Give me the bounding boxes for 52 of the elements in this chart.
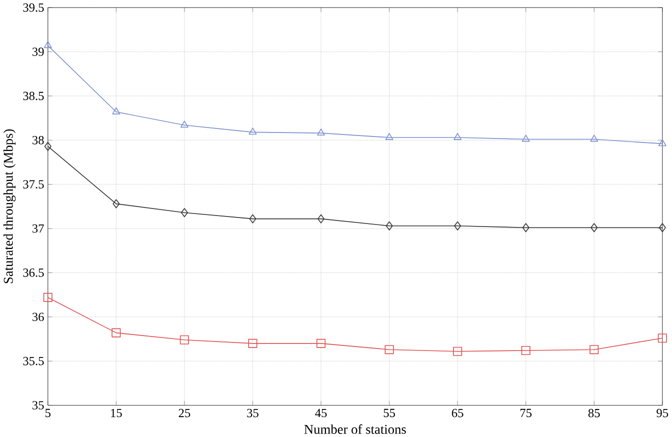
x-tick-label: 85 [588,408,600,418]
point [248,128,257,135]
point [43,292,52,302]
point [386,221,393,230]
point [249,214,256,224]
y-tick-label: 37 [32,224,44,233]
point [521,346,530,355]
point [453,346,462,356]
point [112,199,120,208]
x-axis-title: Number of stations [304,424,406,434]
x-tick-label: 55 [384,408,395,417]
y-tick-label: 35.5 [23,356,44,366]
x-tick-label: 15 [111,408,122,418]
point [522,134,530,142]
x-tick-label: 5 [46,408,50,417]
point [44,142,52,151]
x-tick-label: 35 [247,408,258,418]
y-tick-label: 36 [32,312,44,321]
y-tick-label: 36.5 [23,268,44,277]
point [316,338,326,348]
point [384,344,394,354]
point [590,134,598,142]
y-tick-label: 39.5 [23,3,44,12]
point [658,139,666,146]
x-tick-label: 25 [178,408,190,418]
y-tick-label: 38 [32,136,44,144]
point [112,107,120,114]
y-tick-label: 35 [32,400,44,410]
y-axis-title: Saturated throughput (Mbps) [3,129,16,284]
point [317,128,325,136]
x-tick-label: 45 [315,408,327,418]
point [454,221,462,230]
x-tick-label: 65 [452,408,464,418]
point [112,328,121,338]
y-tick-label: 38.5 [23,92,44,100]
point [180,335,189,344]
point [318,214,325,224]
point [44,40,52,48]
x-tick-label: 95 [656,408,668,418]
point [658,222,666,232]
point [385,132,394,140]
y-tick-label: 39 [32,47,44,56]
point [180,208,188,218]
point [180,120,188,128]
point [454,132,462,140]
point [522,222,530,232]
point [590,344,599,354]
point [248,338,258,348]
y-tick-label: 37.5 [23,180,44,188]
point [590,222,598,232]
point [658,333,667,343]
x-tick-label: 75 [520,408,532,417]
